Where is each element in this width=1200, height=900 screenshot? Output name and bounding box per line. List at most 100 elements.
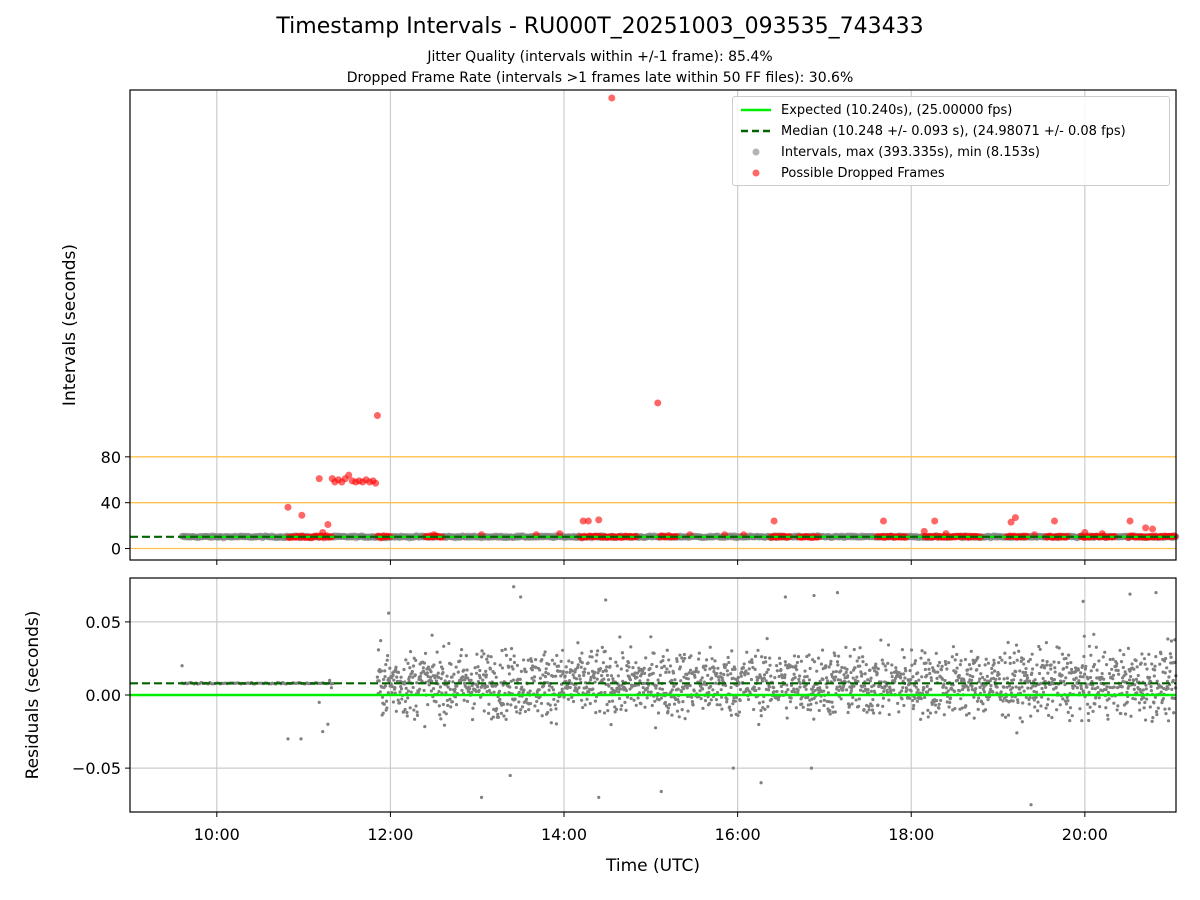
- residual-point: [559, 659, 563, 663]
- residual-point: [835, 685, 839, 689]
- residual-point: [442, 723, 447, 727]
- residual-point: [765, 636, 769, 641]
- residual-point: [943, 678, 947, 683]
- residual-point: [1129, 714, 1133, 718]
- residual-point: [1164, 711, 1168, 716]
- residual-point: [884, 668, 888, 672]
- residual-point: [960, 706, 964, 710]
- residual-point: [539, 701, 544, 706]
- residual-point: [852, 647, 856, 652]
- residual-point: [1106, 717, 1110, 721]
- residual-point: [844, 670, 848, 674]
- residual-point: [857, 704, 861, 708]
- residual-point: [499, 711, 503, 715]
- residual-point: [1049, 667, 1053, 671]
- residual-point: [937, 706, 941, 710]
- residual-point: [1036, 709, 1040, 713]
- residual-point: [390, 685, 394, 689]
- residual-point: [908, 696, 912, 700]
- residual-point: [532, 679, 536, 683]
- residual-point: [480, 684, 484, 688]
- residual-point: [829, 659, 833, 664]
- residual-point: [1094, 645, 1098, 649]
- residual-point: [805, 695, 810, 700]
- residual-point: [893, 679, 897, 683]
- residual-point: [997, 677, 1001, 681]
- residual-point: [862, 708, 866, 712]
- residual-point: [1116, 668, 1120, 673]
- residual-point: [1024, 670, 1028, 675]
- residual-point: [871, 711, 876, 715]
- residual-point: [944, 686, 948, 690]
- residual-point: [554, 722, 559, 726]
- residual-point: [869, 689, 874, 693]
- residual-point: [511, 667, 515, 671]
- residual-point: [517, 700, 521, 704]
- residual-point: [806, 707, 810, 712]
- residual-point: [775, 669, 779, 673]
- residual-point: [990, 666, 994, 671]
- residual-point: [485, 657, 489, 661]
- residual-point: [1020, 685, 1024, 689]
- residual-point: [692, 689, 696, 693]
- residual-point: [1030, 667, 1035, 671]
- residual-point: [496, 712, 500, 716]
- residual-point: [551, 674, 555, 678]
- residual-point: [418, 687, 422, 691]
- residual-point: [1005, 685, 1009, 689]
- residual-point: [994, 677, 998, 681]
- residual-point: [849, 670, 853, 675]
- residual-point: [991, 690, 995, 694]
- residual-point: [992, 658, 996, 662]
- residual-point: [717, 678, 721, 682]
- residual-point: [608, 664, 612, 668]
- residual-point: [1044, 641, 1049, 645]
- residual-point: [394, 665, 398, 669]
- residual-point: [1066, 699, 1070, 703]
- residual-point: [658, 673, 662, 677]
- residual-point: [1000, 658, 1004, 662]
- residual-point: [855, 659, 859, 663]
- residual-point: [646, 690, 650, 694]
- residual-point: [1066, 710, 1070, 714]
- residual-point: [556, 669, 560, 673]
- residual-point: [1032, 689, 1036, 694]
- residual-point: [981, 702, 985, 706]
- residual-point: [969, 649, 973, 653]
- residual-point: [757, 687, 761, 691]
- residual-point: [553, 703, 557, 707]
- residual-point: [1041, 658, 1045, 663]
- residual-point: [930, 702, 934, 707]
- residual-point: [909, 689, 913, 693]
- residual-point: [708, 667, 712, 671]
- residual-point: [892, 688, 896, 692]
- residual-point: [513, 697, 517, 701]
- residual-point: [442, 644, 446, 648]
- residual-point: [871, 698, 875, 702]
- residual-point: [900, 697, 904, 701]
- residual-point: [798, 681, 802, 685]
- residual-point: [1087, 644, 1092, 648]
- residual-point: [846, 710, 850, 715]
- residual-point: [540, 657, 544, 662]
- residual-point: [814, 701, 818, 705]
- residual-point: [460, 678, 464, 682]
- residual-point: [1134, 659, 1138, 663]
- residual-point: [1033, 678, 1037, 682]
- residual-point: [861, 660, 865, 664]
- residual-point: [715, 671, 719, 676]
- residual-point: [1158, 662, 1162, 666]
- residual-point: [632, 698, 636, 702]
- residual-point: [421, 666, 425, 670]
- residual-point: [387, 611, 391, 615]
- residual-point: [851, 676, 855, 680]
- residual-point: [1028, 657, 1032, 662]
- residual-point: [775, 664, 779, 668]
- residual-point: [1064, 676, 1068, 680]
- residual-point: [693, 675, 697, 679]
- residual-point: [411, 664, 416, 668]
- residual-point: [1024, 666, 1028, 671]
- residual-point: [828, 662, 833, 666]
- residual-point: [385, 706, 389, 710]
- residual-point: [560, 687, 564, 691]
